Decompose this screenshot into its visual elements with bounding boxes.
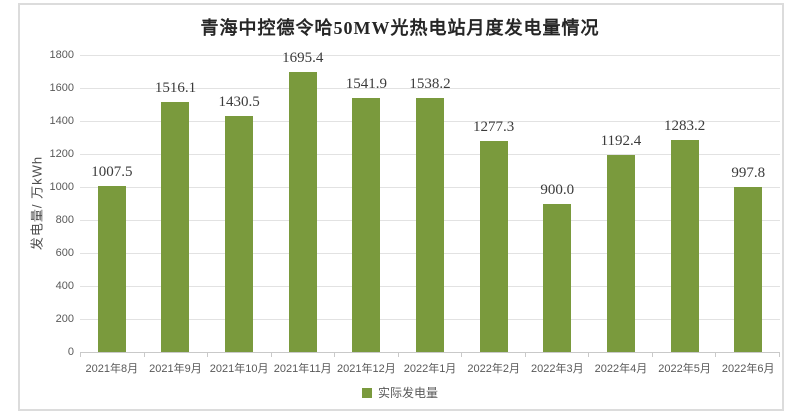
bar-value-label: 1538.2 <box>409 76 451 93</box>
axis-tick <box>399 352 463 357</box>
y-tick-label: 1200 <box>49 148 74 160</box>
x-tick-label: 2021年10月 <box>209 363 269 375</box>
axis-tick <box>208 352 272 357</box>
x-tick-label: 2022年3月 <box>531 363 584 375</box>
axis-tick <box>653 352 717 357</box>
axis-tick <box>81 352 145 357</box>
x-tick-label: 2022年4月 <box>594 363 648 375</box>
x-tick-label: 2022年6月 <box>721 363 775 375</box>
bar-slot: 997.8 <box>716 55 780 352</box>
x-axis-labels: 2021年8月 2021年9月 2021年10月 2021年11月 2021年12月 20… <box>80 360 780 376</box>
axis-tick <box>462 352 526 357</box>
bar-slot: 1538.2 <box>398 55 462 352</box>
axis-baseline <box>80 352 780 353</box>
chart-title: 青海中控德令哈50MW光热电站月度发电量情况 <box>200 18 600 38</box>
bar-slot: 1430.5 <box>207 55 271 352</box>
bar-series: 1007.5 1516.1 1430.5 1695.4 1541.9 1538.2 1277… <box>80 50 780 352</box>
axis-tick <box>335 352 399 357</box>
x-tick-label: 2022年2月 <box>467 363 520 375</box>
y-tick-label: 600 <box>55 247 74 259</box>
bar-value-label: 1192.4 <box>600 133 642 150</box>
plot-area: 1007.5 1516.1 1430.5 1695.4 1541.9 1538.2 1277… <box>80 50 780 353</box>
x-tick-label: 2021年8月 <box>85 363 139 375</box>
gridline <box>80 55 780 56</box>
y-tick-label: 1600 <box>49 82 74 94</box>
bar-slot: 1192.4 <box>589 55 653 352</box>
bar-value-label: 1277.3 <box>473 119 515 136</box>
axis-tick <box>145 352 209 357</box>
bar <box>288 72 317 352</box>
chart-frame <box>18 3 784 411</box>
bar-slot: 1541.9 <box>335 55 399 352</box>
axis-tick <box>526 352 590 357</box>
bar <box>479 141 508 352</box>
legend-swatch-icon <box>361 387 372 398</box>
bar-value-label: 1430.5 <box>218 93 260 110</box>
x-tick-label: 2022年5月 <box>658 363 711 375</box>
y-tick-label: 400 <box>55 280 74 292</box>
legend-label: 实际发电量 <box>377 386 438 400</box>
gridline <box>80 88 780 89</box>
x-tick-label: 2021年12月 <box>337 363 396 375</box>
bar <box>225 115 254 352</box>
x-tick-label: 2022年1月 <box>403 363 457 375</box>
bar-value-label: 1007.5 <box>91 163 133 180</box>
x-axis-line <box>80 352 781 357</box>
bar-slot: 900.0 <box>525 55 589 352</box>
y-tick-label: 1800 <box>49 49 74 61</box>
bar-slot: 1277.3 <box>462 55 526 352</box>
y-tick-label: 800 <box>55 214 74 226</box>
bar-value-label: 1283.2 <box>663 118 706 135</box>
bar-value-label: 1541.9 <box>345 75 387 92</box>
bar <box>352 97 381 352</box>
y-axis-title: 发电量/ 万kWh <box>29 155 45 251</box>
bar-slot: 1516.1 <box>144 55 208 352</box>
y-tick-label: 1400 <box>49 115 74 127</box>
bar-slot: 1283.2 <box>653 55 717 352</box>
bar <box>97 185 126 352</box>
bar <box>734 187 763 352</box>
y-tick-label: 0 <box>67 346 74 358</box>
bar-slot: 1695.4 <box>271 50 335 352</box>
bar <box>543 203 572 352</box>
bar-value-label: 1695.4 <box>282 50 324 67</box>
axis-tick <box>716 352 781 357</box>
bar <box>606 155 635 352</box>
axis-tick <box>272 352 336 357</box>
bar <box>161 101 190 352</box>
bar-value-label: 997.8 <box>731 165 766 182</box>
bar-value-label: 900.0 <box>540 181 575 198</box>
bar <box>670 140 699 352</box>
x-tick-label: 2021年9月 <box>149 363 202 375</box>
bar-slot: 1007.5 <box>80 55 144 352</box>
y-tick-label: 200 <box>55 313 74 325</box>
axis-tick <box>589 352 653 357</box>
x-tick-label: 2021年11月 <box>273 363 332 375</box>
legend: 实际发电量 <box>0 384 800 401</box>
bar <box>416 98 445 352</box>
y-tick-label: 1000 <box>49 181 74 193</box>
bar-value-label: 1516.1 <box>154 79 197 96</box>
